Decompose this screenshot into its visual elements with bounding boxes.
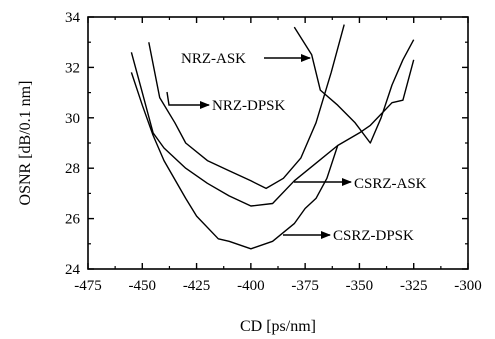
y-tick-label: 28 bbox=[65, 161, 80, 177]
ticks-layer: -475 -450 -425 -400 -375 -350 -325 -300 24 26 28 30… bbox=[65, 10, 482, 294]
x-tick-label: -300 bbox=[454, 278, 482, 294]
annotation-label-csrz-dpsk: CSRZ-DPSK bbox=[333, 228, 414, 244]
annotation-layer: NRZ-ASK NRZ-DPSK CSRZ-ASK CSRZ-DPSK bbox=[166, 51, 427, 244]
y-tick-label: 26 bbox=[65, 212, 81, 228]
x-tick-label: -350 bbox=[346, 278, 374, 294]
x-tick-label: -375 bbox=[291, 278, 319, 294]
y-axis-title: OSNR [dB/0.1 nm] bbox=[17, 81, 34, 206]
series-line-nrz-dpsk bbox=[148, 24, 345, 190]
series-line-nrz-ask bbox=[293, 26, 415, 144]
y-tick-label: 24 bbox=[65, 262, 81, 278]
y-tick-label: 34 bbox=[65, 10, 81, 26]
x-tick-label: -450 bbox=[129, 278, 157, 294]
y-tick-label: 30 bbox=[65, 111, 80, 127]
y-tick-label: 32 bbox=[65, 60, 80, 76]
x-tick-label: -325 bbox=[400, 278, 428, 294]
series-line-csrz-ask bbox=[130, 52, 415, 207]
x-tick-label: -425 bbox=[183, 278, 211, 294]
x-tick-label: -475 bbox=[74, 278, 102, 294]
x-axis-title: CD [ps/nm] bbox=[240, 318, 316, 335]
series-layer bbox=[130, 24, 415, 250]
annotation-label-nrz-dpsk: NRZ-DPSK bbox=[212, 98, 286, 114]
x-tick-label: -400 bbox=[237, 278, 265, 294]
annotation-arrow-nrz-dpsk bbox=[166, 91, 210, 109]
annotation-label-csrz-ask: CSRZ-ASK bbox=[354, 176, 427, 192]
series-line-csrz-dpsk bbox=[130, 72, 339, 250]
annotation-label-nrz-ask: NRZ-ASK bbox=[181, 51, 246, 67]
